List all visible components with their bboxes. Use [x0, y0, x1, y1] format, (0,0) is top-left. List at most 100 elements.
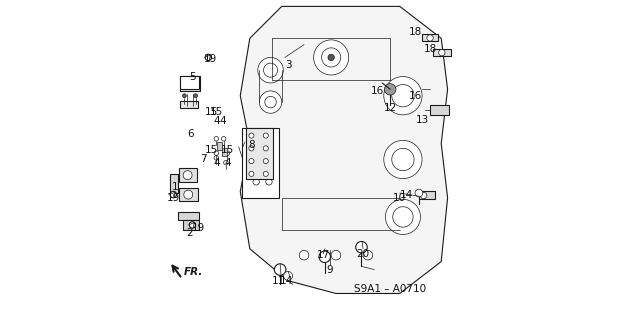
Circle shape [263, 171, 268, 176]
Text: 12: 12 [383, 103, 397, 114]
Circle shape [392, 85, 414, 107]
Text: 4: 4 [213, 158, 220, 168]
Circle shape [392, 148, 414, 171]
Circle shape [249, 171, 254, 176]
Text: 19: 19 [166, 193, 180, 203]
Circle shape [225, 151, 230, 155]
Circle shape [253, 153, 259, 160]
Bar [217, 142, 222, 150]
Text: 4: 4 [213, 116, 220, 126]
Bar [422, 34, 438, 41]
Circle shape [214, 137, 218, 141]
Circle shape [253, 166, 259, 172]
Circle shape [184, 78, 196, 89]
Bar [180, 76, 200, 91]
Polygon shape [240, 6, 447, 293]
Circle shape [384, 140, 422, 179]
Circle shape [385, 199, 420, 234]
Circle shape [259, 91, 282, 113]
Circle shape [263, 146, 268, 151]
Bar [180, 101, 198, 108]
Circle shape [189, 222, 196, 228]
Text: 10: 10 [393, 193, 406, 203]
Circle shape [385, 84, 396, 95]
Bar [179, 168, 196, 182]
Text: 19: 19 [192, 223, 205, 233]
Text: 16: 16 [371, 86, 384, 96]
Text: 19: 19 [204, 54, 216, 64]
Bar [179, 188, 198, 201]
Circle shape [427, 35, 433, 41]
Circle shape [265, 96, 276, 108]
Circle shape [415, 189, 422, 197]
Bar [180, 76, 199, 89]
Circle shape [331, 250, 340, 260]
Text: 4: 4 [220, 116, 226, 126]
Text: 15: 15 [205, 107, 218, 117]
Circle shape [214, 151, 218, 155]
Circle shape [438, 49, 445, 56]
Circle shape [275, 264, 286, 275]
Bar [178, 212, 199, 220]
Text: 6: 6 [188, 129, 194, 139]
Circle shape [393, 207, 413, 227]
Circle shape [258, 57, 284, 83]
Circle shape [328, 54, 334, 61]
Bar [433, 49, 451, 56]
Circle shape [384, 77, 422, 115]
Circle shape [214, 156, 218, 160]
Circle shape [263, 159, 268, 164]
Circle shape [264, 63, 278, 77]
Circle shape [266, 166, 272, 172]
Text: S9A1 – A0710: S9A1 – A0710 [354, 284, 426, 294]
Circle shape [263, 133, 268, 138]
Circle shape [249, 159, 254, 164]
Circle shape [253, 179, 259, 185]
Text: 2: 2 [186, 228, 193, 238]
Text: 1: 1 [172, 182, 178, 192]
Circle shape [319, 251, 330, 263]
Text: 5: 5 [189, 71, 196, 82]
Text: 4: 4 [224, 158, 231, 168]
Text: 15: 15 [210, 107, 223, 117]
Circle shape [194, 94, 198, 98]
Circle shape [356, 241, 367, 253]
Circle shape [182, 94, 186, 98]
Text: 20: 20 [356, 249, 370, 259]
Circle shape [266, 179, 272, 185]
Text: 14: 14 [399, 189, 413, 200]
Circle shape [253, 140, 259, 147]
Text: 9: 9 [326, 264, 333, 275]
Text: FR.: FR. [184, 267, 204, 277]
Text: 8: 8 [248, 140, 255, 150]
Circle shape [249, 133, 254, 138]
Circle shape [221, 137, 226, 141]
Bar [246, 128, 273, 179]
Text: 3: 3 [285, 60, 291, 70]
Circle shape [321, 48, 340, 67]
Text: 17: 17 [317, 250, 330, 260]
Bar [170, 174, 178, 193]
Text: 14: 14 [280, 276, 293, 286]
Bar [183, 220, 199, 230]
Bar [430, 105, 449, 115]
Circle shape [363, 250, 372, 260]
Circle shape [284, 271, 292, 280]
Bar [419, 191, 435, 199]
Circle shape [266, 153, 272, 160]
Text: 18: 18 [409, 27, 422, 37]
Text: 7: 7 [200, 154, 207, 165]
Circle shape [420, 192, 427, 199]
Circle shape [223, 160, 228, 165]
Circle shape [249, 146, 254, 151]
Text: 18: 18 [424, 44, 436, 55]
Text: 16: 16 [409, 91, 422, 101]
Text: 15: 15 [221, 145, 234, 155]
Bar [221, 148, 227, 156]
Bar [242, 128, 278, 198]
Text: 13: 13 [415, 115, 429, 125]
Circle shape [183, 171, 192, 180]
Text: 15: 15 [205, 145, 218, 155]
Circle shape [170, 191, 177, 198]
Circle shape [184, 190, 193, 199]
